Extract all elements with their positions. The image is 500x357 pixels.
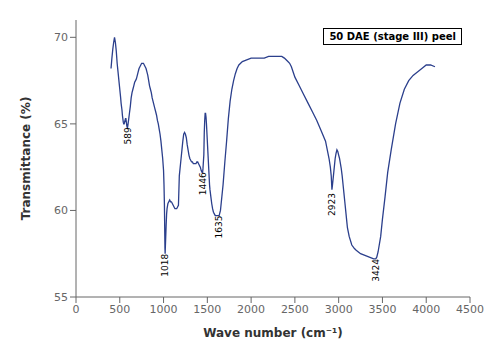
svg-text:1635: 1635	[214, 216, 224, 239]
svg-text:1000: 1000	[150, 303, 178, 316]
svg-text:2923: 2923	[327, 193, 337, 216]
html-text:50 DAE (stage III) peel: 50 DAE (stage III) peel	[329, 31, 456, 42]
svg-text:589: 589	[123, 127, 133, 144]
svg-text:2500: 2500	[281, 303, 309, 316]
svg-text:4000: 4000	[412, 303, 440, 316]
svg-text:2000: 2000	[237, 303, 265, 316]
svg-text:1500: 1500	[193, 303, 221, 316]
svg-text:3424: 3424	[371, 259, 381, 282]
svg-text:3500: 3500	[368, 303, 396, 316]
svg-text:500: 500	[109, 303, 130, 316]
svg-text:55: 55	[54, 291, 68, 304]
svg-text:1018: 1018	[160, 253, 170, 276]
svg-text:60: 60	[54, 204, 68, 217]
svg-text:65: 65	[54, 118, 68, 131]
svg-text:Wave number (cm⁻¹): Wave number (cm⁻¹)	[203, 326, 343, 340]
svg-text:1446: 1446	[198, 172, 208, 195]
svg-text:0: 0	[73, 303, 80, 316]
svg-text:3000: 3000	[325, 303, 353, 316]
svg-text:4500: 4500	[456, 303, 484, 316]
svg-text:Transmittance (%): Transmittance (%)	[19, 97, 33, 221]
svg-text:70: 70	[54, 31, 68, 44]
